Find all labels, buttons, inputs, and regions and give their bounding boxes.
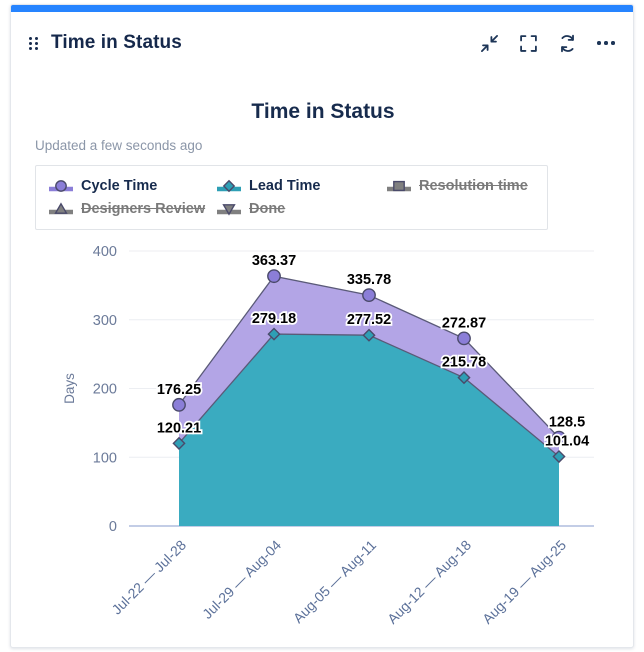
x-axis-tick-label: Jul-29 — Aug-04 [199, 537, 284, 622]
data-point-label: 335.78 [347, 272, 391, 288]
legend-item-label: Done [249, 200, 286, 217]
data-point-label: 120.21 [157, 420, 201, 436]
data-point-marker[interactable] [267, 269, 281, 284]
x-axis-tick-label: Aug-05 — Aug-11 [290, 537, 379, 626]
data-point-marker[interactable] [267, 327, 281, 341]
data-point-label: 176.25 [157, 382, 201, 398]
data-point-marker[interactable] [457, 331, 471, 346]
circle-marker-icon [48, 179, 74, 193]
time-in-status-card: Time in Status [10, 4, 634, 648]
data-point-label: 101.04 [545, 434, 589, 450]
data-point-marker[interactable] [552, 449, 566, 464]
data-point-marker[interactable] [362, 328, 376, 342]
y-axis-tick-label: 200 [93, 382, 117, 398]
legend-item-label: Cycle Time [81, 177, 158, 194]
more-options-icon[interactable] [595, 32, 617, 54]
y-axis-title: Days [62, 373, 77, 404]
data-point-marker[interactable] [172, 436, 186, 450]
area-chart-svg: 0 100 200 300 400 Days 176.25 363.37 335.78 272.8… [62, 244, 594, 627]
legend-item-label: Designers Review [81, 200, 206, 217]
y-axis-tick-label: 300 [93, 313, 117, 329]
legend-item-done[interactable]: Done [216, 197, 285, 220]
card-header: Time in Status [11, 12, 633, 74]
y-axis-tick-label: 100 [93, 450, 117, 466]
fullscreen-icon[interactable] [517, 32, 539, 54]
data-point-label: 277.52 [347, 312, 391, 328]
triangle-up-marker-icon [48, 201, 74, 216]
data-point-marker[interactable] [362, 288, 376, 303]
chart-legend: Cycle Time Lead Time Resolution time Design… [35, 165, 548, 230]
card-title: Time in Status [51, 32, 182, 53]
legend-item-resolution-time[interactable]: Resolution time [386, 174, 528, 197]
y-axis-tick-label: 0 [109, 519, 117, 535]
data-point-marker[interactable] [552, 430, 566, 445]
header-actions [478, 32, 617, 54]
legend-item-lead-time[interactable]: Lead Time [216, 174, 386, 197]
chart-plot-area: 0 100 200 300 400 Days 176.25 363.37 335.78 272.8… [11, 233, 633, 647]
updated-timestamp: Updated a few seconds ago [35, 138, 203, 153]
data-point-label: 279.18 [252, 311, 296, 327]
data-point-label: 272.87 [442, 315, 486, 331]
x-axis-tick-label: Aug-12 — Aug-18 [384, 537, 474, 627]
card-accent-bar [11, 5, 633, 12]
drag-handle-icon[interactable] [29, 35, 41, 51]
triangle-down-marker-icon [216, 202, 242, 216]
legend-item-cycle-time[interactable]: Cycle Time [48, 174, 216, 197]
data-point-label: 215.78 [442, 355, 486, 371]
data-point-marker[interactable] [172, 397, 186, 412]
chart-title: Time in Status [251, 100, 395, 123]
legend-item-label: Lead Time [249, 177, 321, 194]
refresh-icon[interactable] [556, 32, 578, 54]
square-marker-icon [386, 179, 412, 193]
data-point-label: 128.5 [549, 415, 585, 431]
y-axis-tick-label: 400 [93, 244, 117, 260]
data-point-marker[interactable] [457, 371, 471, 385]
legend-item-label: Resolution time [419, 177, 528, 194]
diamond-marker-icon [216, 179, 242, 193]
x-axis-tick-label: Jul-22 — Jul-28 [108, 537, 189, 618]
collapse-icon[interactable] [478, 32, 500, 54]
data-point-label: 363.37 [252, 253, 296, 269]
legend-item-designers-review[interactable]: Designers Review [48, 197, 216, 220]
x-axis-tick-label: Aug-19 — Aug-25 [479, 537, 569, 627]
